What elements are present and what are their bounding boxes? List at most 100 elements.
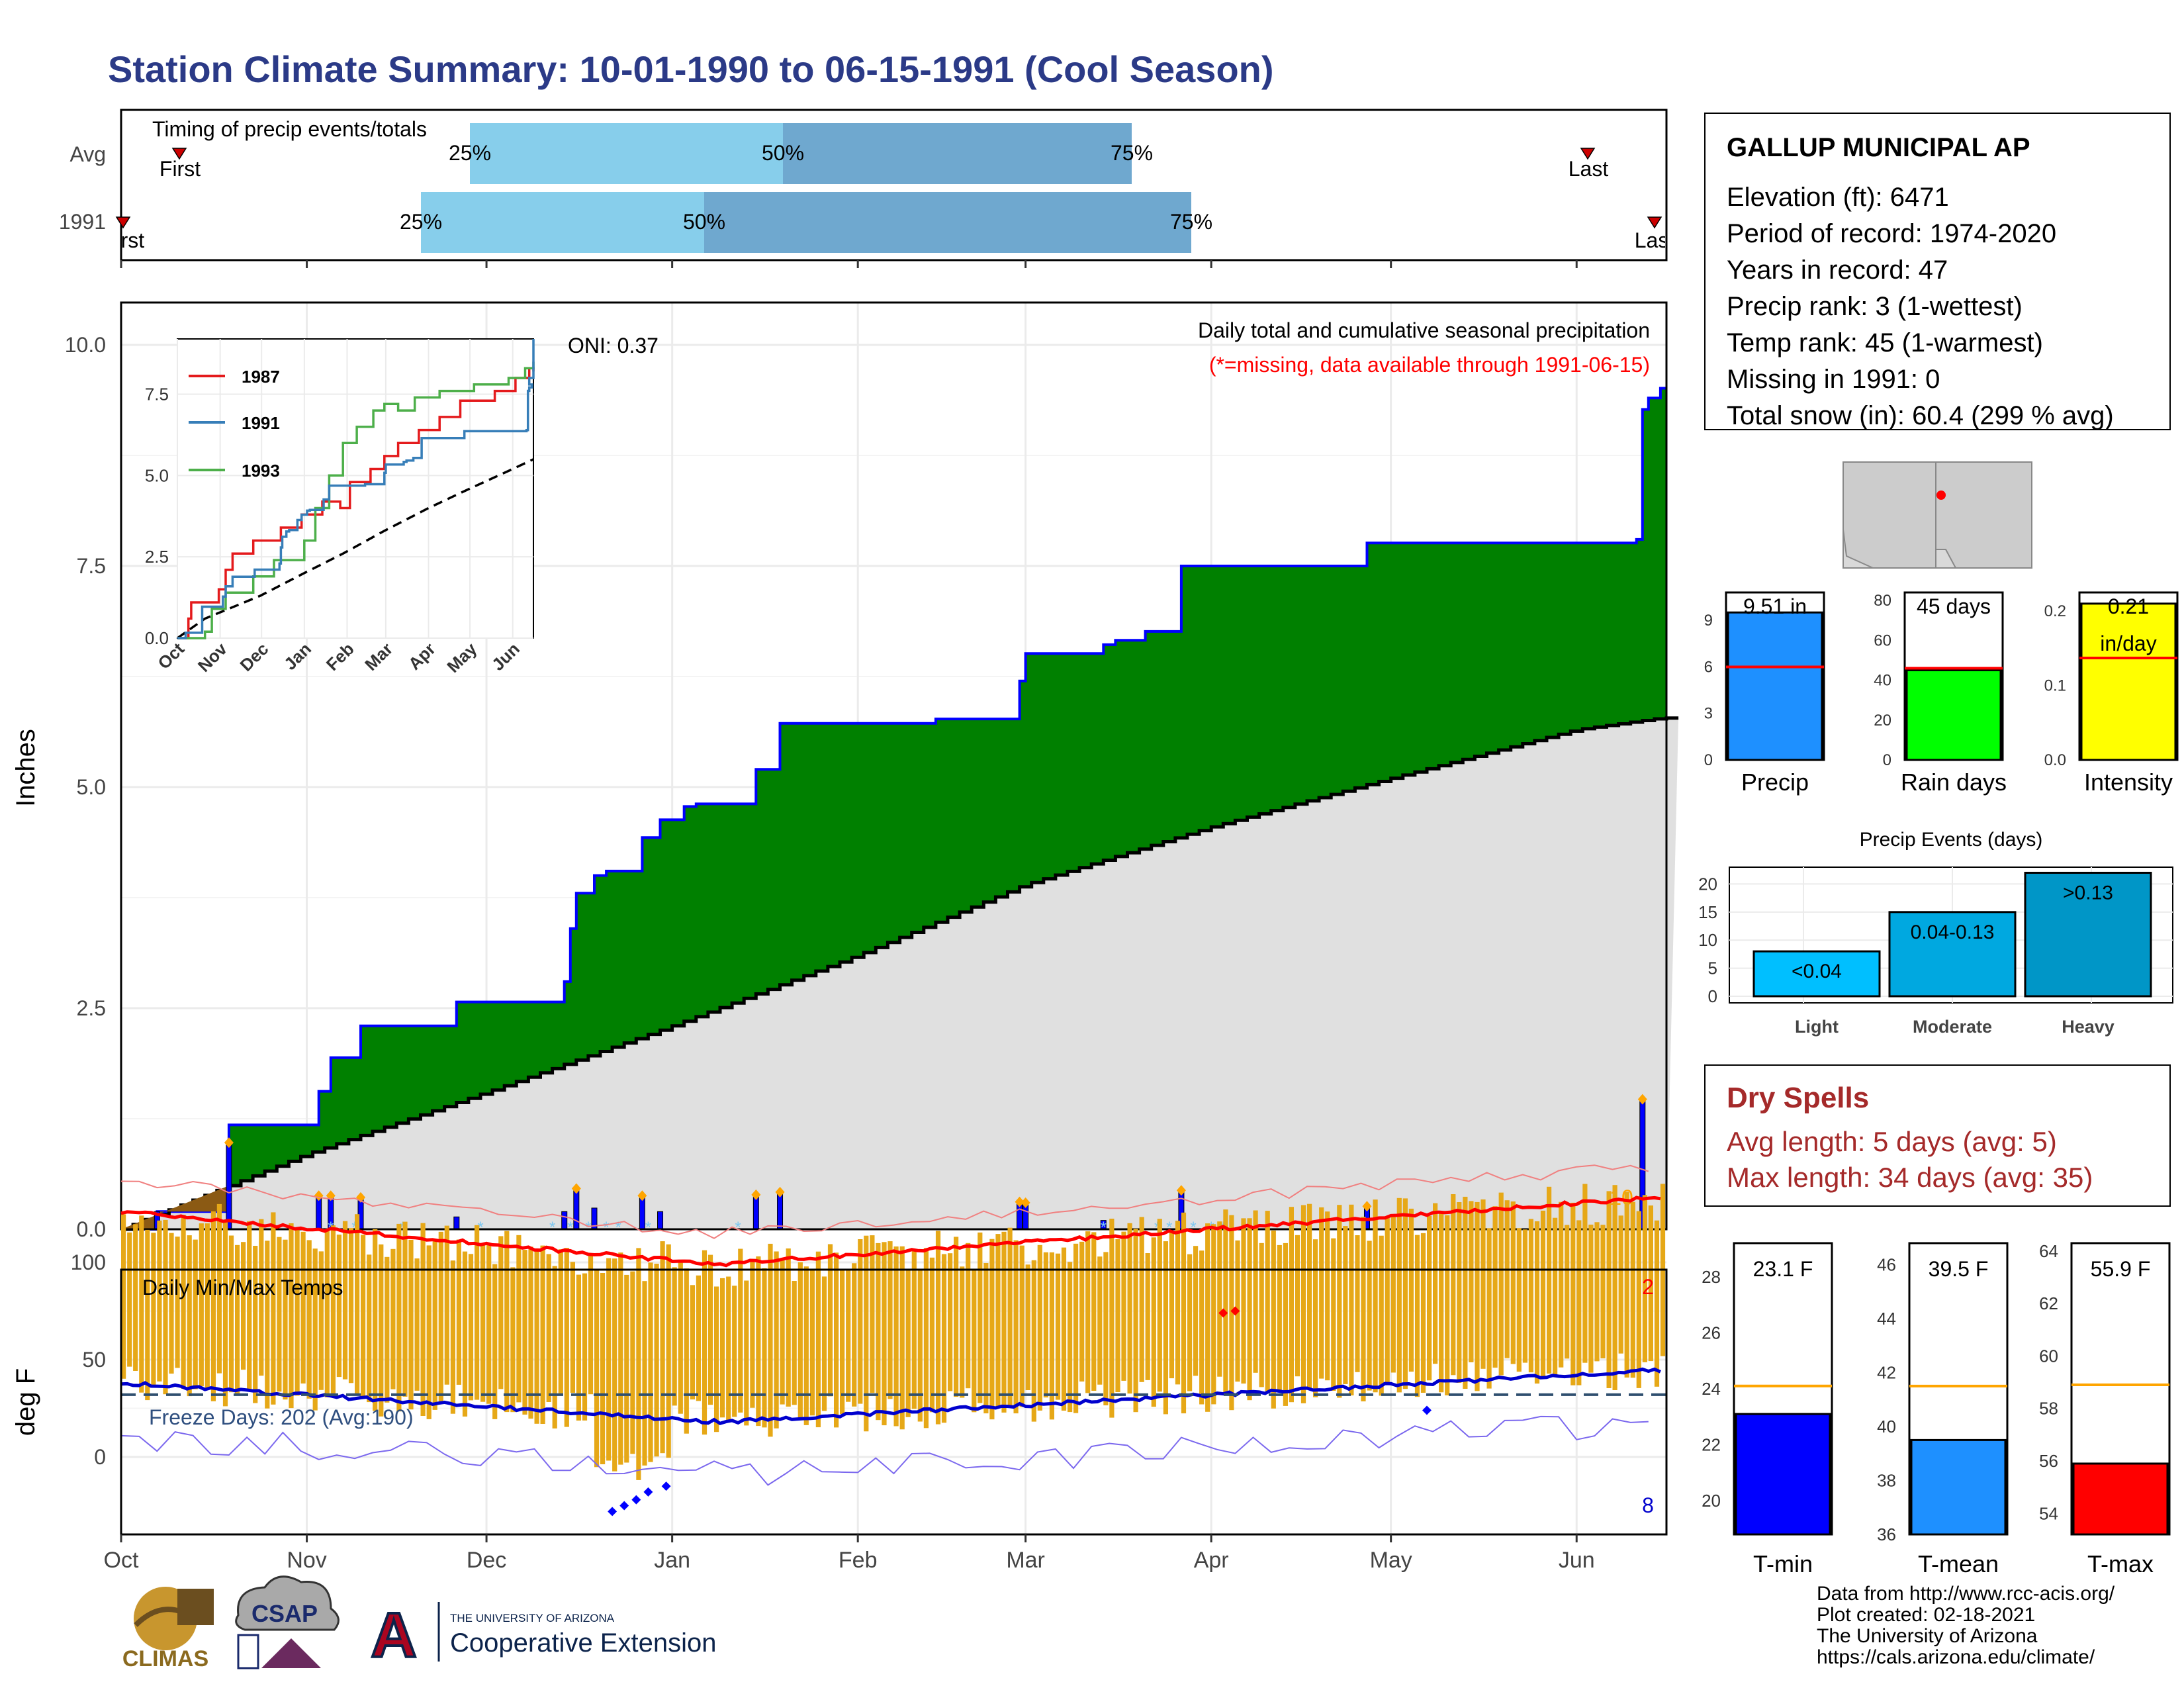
- precip-header: Daily total and cumulative seasonal prec…: [1198, 318, 1650, 342]
- snow-marker: *: [567, 1219, 573, 1237]
- temp-daily-bar: [355, 1214, 360, 1395]
- temp-daily-bar: [887, 1241, 893, 1399]
- temp-daily-bar: [522, 1250, 527, 1415]
- temp-daily-bar: [253, 1246, 258, 1403]
- temp-summary-bars: 23.1 F T-min 20 22 24 26 28 39.5 F T-mea…: [1702, 1241, 2171, 1577]
- temp-daily-bar: [852, 1263, 857, 1407]
- temp-daily-bar: [1097, 1256, 1103, 1385]
- temp-daily-bar: [199, 1223, 204, 1387]
- tmean-ytick: 36: [1877, 1524, 1896, 1544]
- temp-daily-bar: [228, 1235, 234, 1393]
- temp-daily-bar: [678, 1259, 683, 1414]
- timing-row-label-avg: Avg: [69, 142, 106, 166]
- timing-year-first-marker: [115, 216, 131, 229]
- tmean-value: 39.5 F: [1929, 1257, 1989, 1281]
- temp-daily-bar: [1001, 1231, 1007, 1413]
- snow-marker: *: [1190, 1219, 1196, 1237]
- temp-daily-bar: [923, 1248, 929, 1429]
- temp-daily-bar: [247, 1221, 252, 1391]
- temp-daily-bar: [564, 1248, 569, 1427]
- inset-legend-1993: 1993: [242, 461, 280, 481]
- map-arizona: [1843, 461, 1936, 569]
- summary-raindays-ytick: 20: [1874, 712, 1891, 729]
- tmin-ytick: 20: [1702, 1491, 1721, 1511]
- temp-daily-bar: [1379, 1235, 1384, 1396]
- precip-daily-bar: [657, 1211, 664, 1230]
- temp-daily-bar: [222, 1220, 228, 1407]
- temp-daily-bar: [1271, 1230, 1276, 1409]
- tmin-value: 23.1 F: [1753, 1257, 1813, 1281]
- precip-daily-bar: [777, 1192, 784, 1230]
- temp-daily-bar: [498, 1236, 504, 1389]
- temp-daily-bar: [1553, 1217, 1558, 1378]
- temp-daily-bar: [1223, 1209, 1228, 1395]
- snow-marker: *: [1101, 1219, 1107, 1237]
- temp-record-max-line: [120, 1164, 1649, 1239]
- temp-daily-bar: [1115, 1239, 1120, 1392]
- temp-daily-bar: [1451, 1194, 1456, 1376]
- footer-plot-date: Plot created: 02-18-2021: [1817, 1604, 2036, 1626]
- temp-daily-bar: [145, 1229, 150, 1401]
- temp-daily-bar: [1408, 1208, 1414, 1372]
- temp-daily-bar: [1175, 1221, 1181, 1385]
- temp-daily-bar: [1079, 1241, 1085, 1382]
- temp-daily-bar: [546, 1254, 551, 1402]
- inset-ytick: 7.5: [145, 385, 169, 404]
- temp-daily-bar: [1319, 1207, 1324, 1379]
- temp-daily-bar: [1540, 1210, 1546, 1380]
- temp-daily-bar: [738, 1248, 743, 1413]
- temp-daily-bar: [570, 1262, 575, 1393]
- temp-daily-bar: [432, 1239, 437, 1410]
- inset-legend-1987: 1987: [242, 367, 280, 387]
- events-ytick: 20: [1698, 874, 1717, 894]
- temp-daily-bar: [420, 1223, 426, 1416]
- temp-daily-bar: [157, 1220, 162, 1382]
- temp-daily-bar: [1570, 1202, 1576, 1385]
- precip-heavy-marker: [1015, 1196, 1024, 1207]
- temp-daily-bar: [1498, 1192, 1504, 1376]
- temp-daily-bar: [666, 1244, 671, 1458]
- temp-daily-bar: [600, 1273, 606, 1464]
- temp-ytick: 100: [71, 1250, 106, 1274]
- tmin-ytick: 28: [1702, 1267, 1721, 1287]
- precip-ylabel: Inches: [11, 729, 40, 807]
- temp-record-min-line: [120, 1415, 1649, 1486]
- temp-daily-bar: [1396, 1197, 1402, 1393]
- temp-daily-bar: [1528, 1219, 1533, 1373]
- station-snow: Total snow (in): 60.4 (299 % avg): [1727, 401, 2114, 430]
- station-period: Period of record: 1974-2020: [1727, 219, 2057, 248]
- temp-daily-bar: [193, 1239, 198, 1389]
- summary-raindays-ytick: 80: [1874, 592, 1891, 610]
- tmax-ytick: 64: [2039, 1241, 2058, 1261]
- temp-daily-bar: [1289, 1207, 1294, 1403]
- temp-daily-bar: [379, 1244, 384, 1417]
- timing-year-p50: 50%: [683, 210, 725, 234]
- temp-daily-bar: [1582, 1184, 1588, 1363]
- temp-daily-bar: [954, 1237, 959, 1397]
- inset-chart: 1987 1991 1993 0.0 2.5 5.0 7.5 Oct Nov D…: [145, 338, 535, 677]
- temp-ytick: 50: [82, 1348, 106, 1372]
- precip-early-deficit-area: [121, 1186, 229, 1229]
- temp-daily-bar: [1534, 1221, 1540, 1384]
- temp-daily-bar: [905, 1269, 911, 1417]
- timing-avg-50-75: [783, 123, 1132, 184]
- temp-daily-bar: [330, 1225, 336, 1395]
- temp-daily-bar: [1492, 1206, 1498, 1368]
- tmin-label: T-min: [1753, 1550, 1813, 1577]
- inset-legend-1991: 1991: [242, 413, 280, 433]
- summary-precip-value: 9.51 in: [1743, 594, 1807, 618]
- timing-title: Timing of precip events/totals: [152, 117, 427, 141]
- precip-heavy-marker: [775, 1186, 785, 1197]
- precip-ytick: 0.0: [77, 1217, 106, 1241]
- temp-daily-bar: [438, 1231, 443, 1402]
- temp-daily-bar: [1055, 1253, 1061, 1400]
- station-temp-rank: Temp rank: 45 (1-warmest): [1727, 328, 2043, 357]
- temp-daily-bar: [558, 1249, 563, 1393]
- tmax-label: T-max: [2087, 1550, 2154, 1577]
- temp-daily-bar: [235, 1244, 240, 1394]
- summary-intensity-ytick: 0.2: [2044, 602, 2066, 620]
- events-ytick: 15: [1698, 902, 1717, 922]
- temp-daily-bar: [342, 1221, 348, 1380]
- month-tick-marks: [120, 260, 1578, 1542]
- temp-daily-bar: [1127, 1223, 1132, 1394]
